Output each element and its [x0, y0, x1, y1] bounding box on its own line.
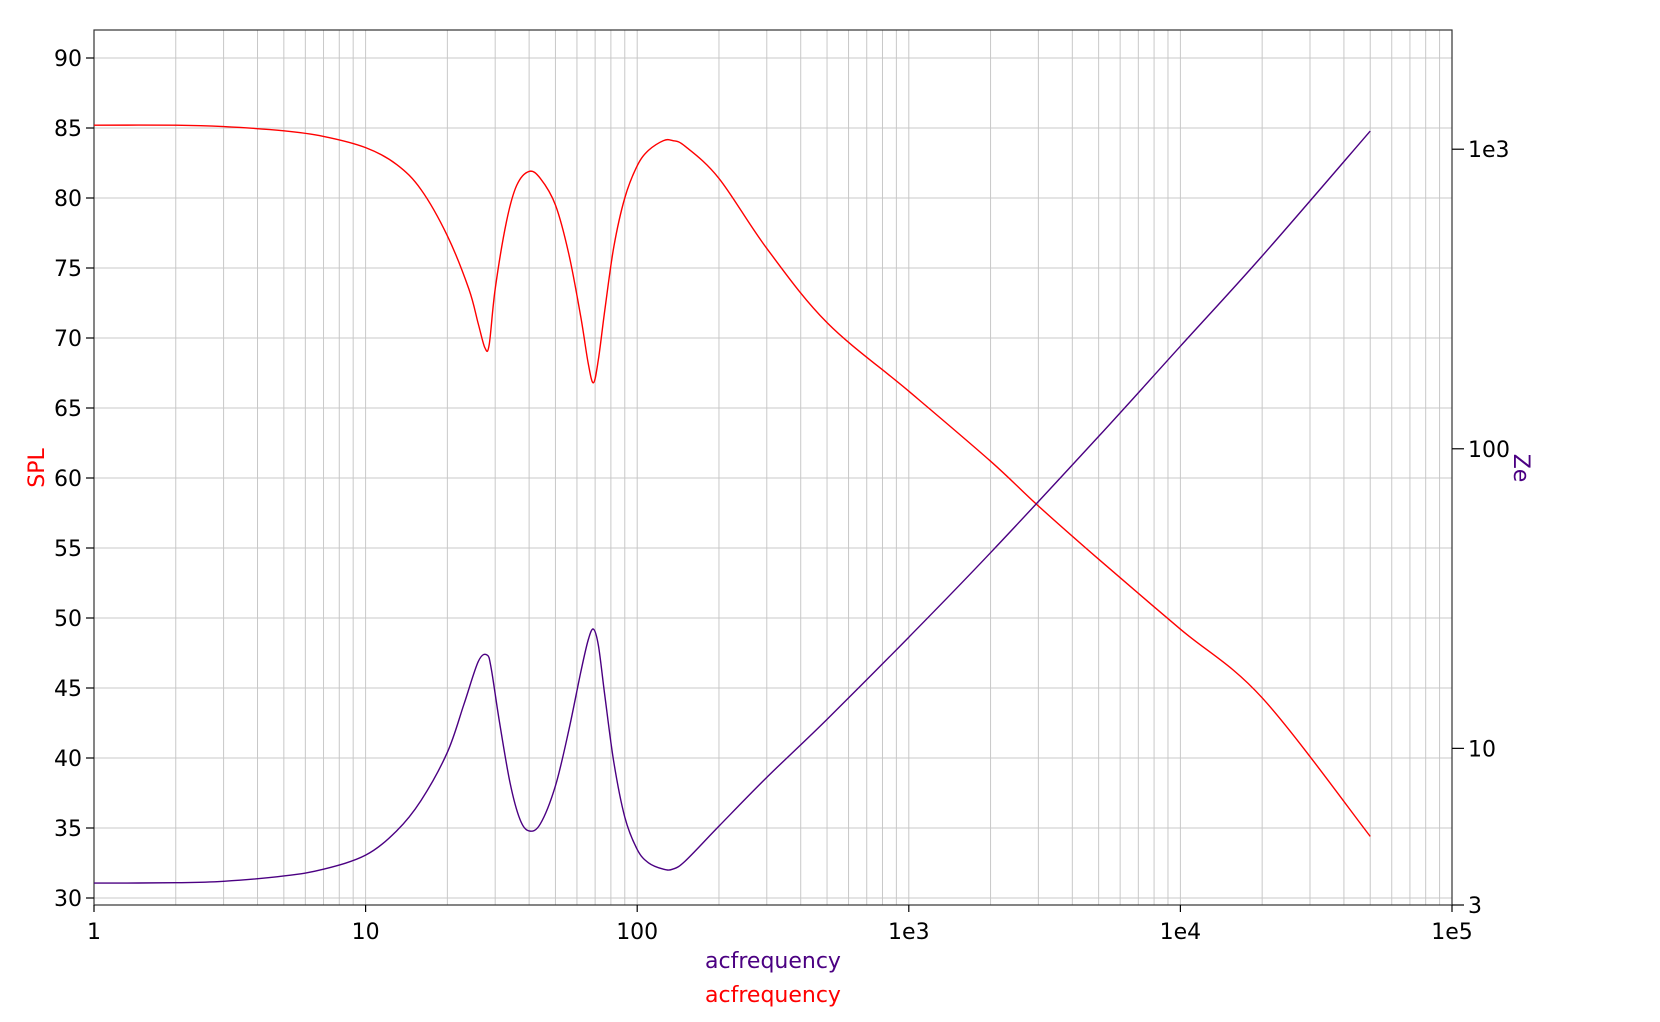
x-tick-label: 100: [616, 920, 658, 945]
y-left-tick-label: 50: [54, 607, 82, 632]
series-line-ze: [93, 130, 1371, 884]
y-left-tick-label: 70: [54, 327, 82, 352]
y-left-tick-label: 60: [54, 467, 82, 492]
y-left-tick-label: 65: [54, 397, 82, 422]
y-right-axis-title: Ze: [1508, 454, 1533, 483]
y-right-tick-label: 10: [1468, 737, 1496, 762]
plot-frame: [93, 29, 1453, 906]
x-tick-label: 1e4: [1160, 920, 1202, 945]
x-axis-title-impedance: acfrequency: [705, 949, 841, 974]
y-left-tick-label: 85: [54, 117, 82, 142]
x-axis-title-spl: acfrequency: [705, 983, 841, 1008]
y-left-tick-label: 45: [54, 677, 82, 702]
y-right-tick-label: 100: [1468, 438, 1510, 463]
y-left-tick-label: 30: [54, 887, 82, 912]
y-right-tick-label: 1e3: [1468, 138, 1510, 163]
y-right-tick-label: 3: [1468, 894, 1482, 919]
x-tick-label: 1e5: [1431, 920, 1473, 945]
y-left-tick-label: 90: [54, 47, 82, 72]
series-line-spl: [93, 124, 1371, 837]
tick-labels: 1 10 100 1e3 1e4 1e5 30 35 40 45 50 55 60 65 70 75 80 85 9…: [54, 47, 1510, 945]
x-tick-label: 10: [352, 920, 380, 945]
x-tick-label: 1e3: [888, 920, 930, 945]
x-tick-label: 1: [87, 920, 101, 945]
y-left-tick-label: 55: [54, 537, 82, 562]
grid: [94, 30, 1452, 905]
y-left-tick-label: 35: [54, 817, 82, 842]
y-left-axis-title: SPL: [25, 448, 50, 488]
y-left-tick-label: 80: [54, 187, 82, 212]
y-left-tick-label: 40: [54, 747, 82, 772]
series-group: [93, 124, 1371, 884]
y-left-tick-label: 75: [54, 257, 82, 282]
